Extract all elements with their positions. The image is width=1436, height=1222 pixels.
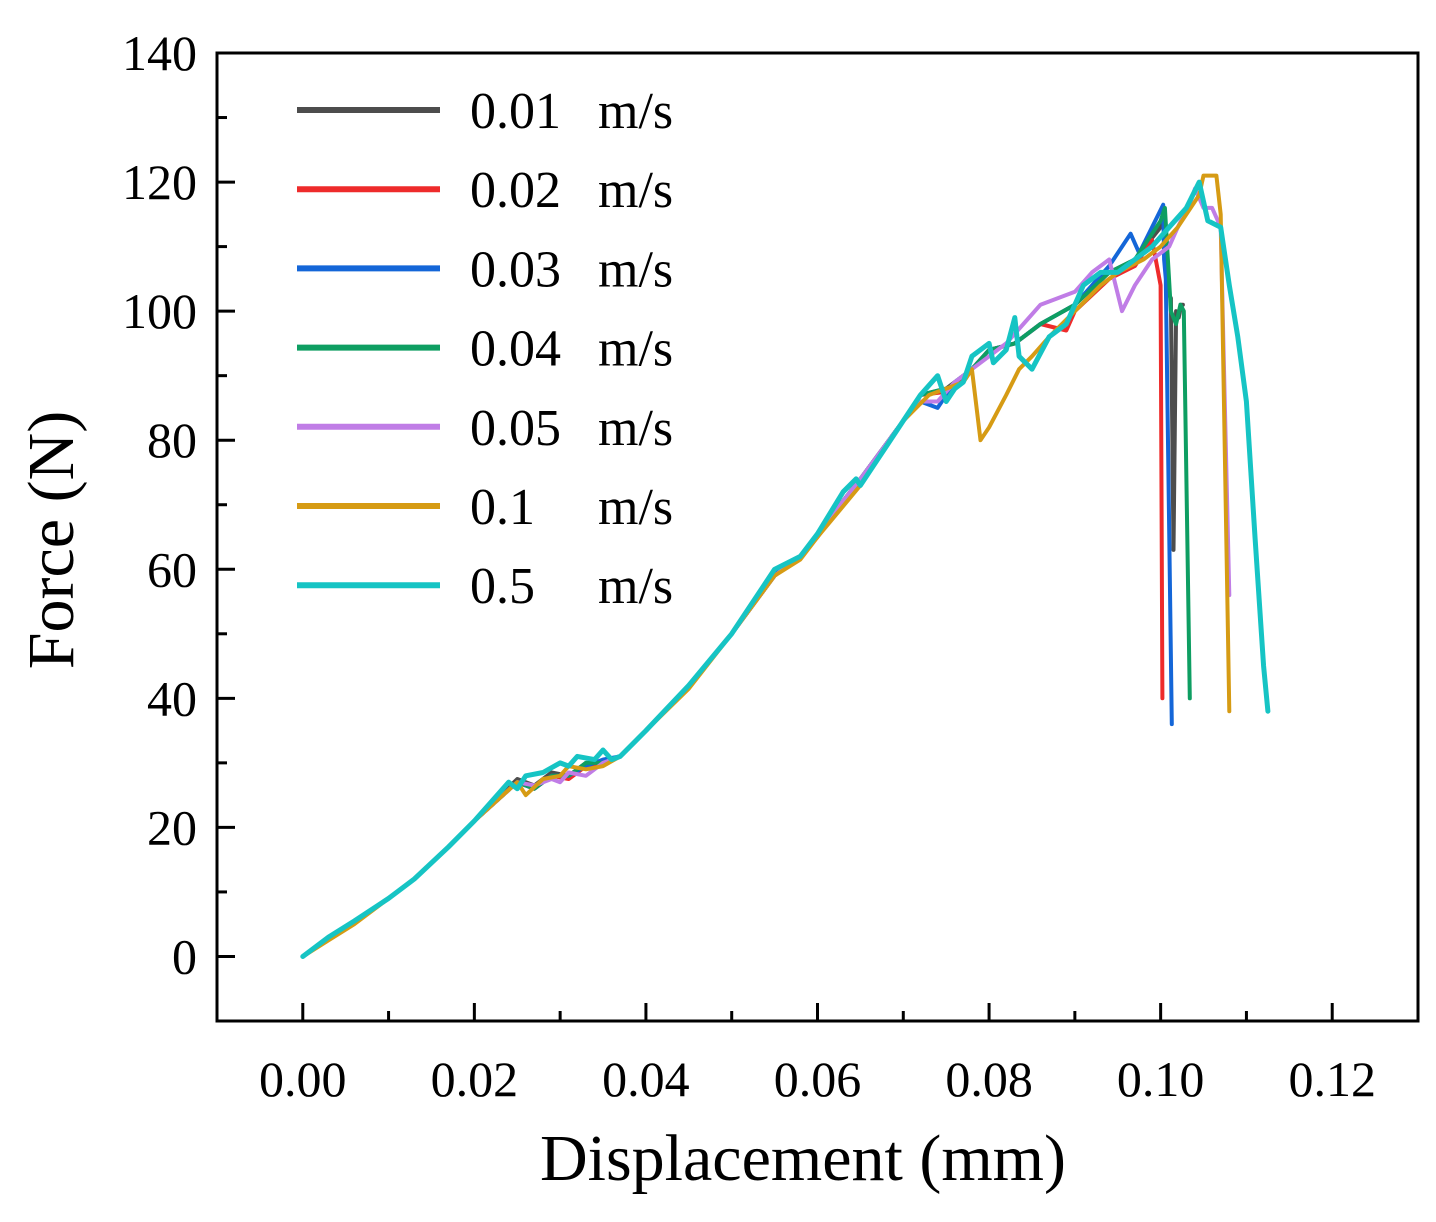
ticks: 0.00 0.02 0.04 0.06 0.08 0.10 0.12 0 20 40 60 80 100… bbox=[122, 25, 1420, 1107]
legend-unit: m/s bbox=[598, 479, 673, 536]
series-line-0-01 bbox=[300, 218, 1185, 959]
x-tick-label: 0.00 bbox=[259, 1051, 347, 1107]
y-tick-label: 140 bbox=[122, 25, 197, 81]
x-tick-label: 0.02 bbox=[431, 1051, 519, 1107]
legend-label: 0.05 bbox=[470, 400, 561, 457]
series-line-0-05 bbox=[300, 186, 1232, 959]
legend-label: 0.02 bbox=[470, 162, 561, 219]
legend-unit: m/s bbox=[598, 558, 673, 615]
series-line-0-04 bbox=[300, 205, 1192, 959]
y-tick-label: 60 bbox=[147, 541, 197, 597]
legend-unit: m/s bbox=[598, 162, 673, 219]
x-tick-label: 0.06 bbox=[774, 1051, 862, 1107]
legend: 0.01 m/s 0.02 m/s 0.03 m/s 0.04 m/s 0.05 m/s 0.1 m/… bbox=[297, 83, 673, 615]
y-tick-label: 120 bbox=[122, 154, 197, 210]
legend-unit: m/s bbox=[598, 321, 673, 378]
x-tick-label: 0.10 bbox=[1117, 1051, 1205, 1107]
y-axis-title: Force (N) bbox=[15, 411, 88, 669]
x-tick-label: 0.12 bbox=[1288, 1051, 1376, 1107]
y-tick-label: 0 bbox=[172, 928, 197, 984]
legend-unit: m/s bbox=[598, 83, 673, 140]
legend-unit: m/s bbox=[598, 400, 673, 457]
x-tick-label: 0.04 bbox=[602, 1051, 690, 1107]
legend-unit: m/s bbox=[598, 241, 673, 298]
series-line-0-03 bbox=[300, 202, 1174, 959]
series-line-0-5 bbox=[300, 179, 1271, 959]
legend-label: 0.1 bbox=[470, 479, 535, 536]
legend-label: 0.03 bbox=[470, 241, 561, 298]
legend-label: 0.5 bbox=[470, 558, 535, 615]
legend-label: 0.04 bbox=[470, 321, 561, 378]
y-tick-label: 100 bbox=[122, 283, 197, 339]
y-tick-label: 80 bbox=[147, 412, 197, 468]
y-tick-label: 40 bbox=[147, 670, 197, 726]
x-axis-title: Displacement (mm) bbox=[540, 1122, 1066, 1195]
series-lines bbox=[300, 173, 1271, 959]
legend-label: 0.01 bbox=[470, 83, 561, 140]
x-tick-label: 0.08 bbox=[945, 1051, 1033, 1107]
y-tick-label: 20 bbox=[147, 799, 197, 855]
